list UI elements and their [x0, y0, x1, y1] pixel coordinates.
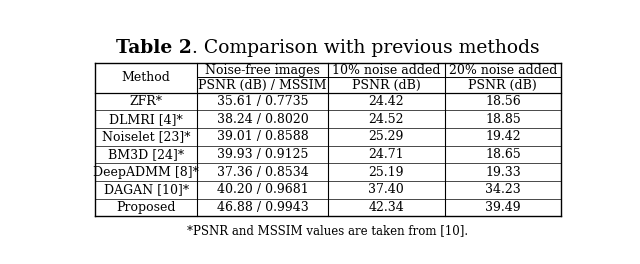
Text: 34.23: 34.23	[485, 183, 521, 196]
Text: PSNR (dB): PSNR (dB)	[468, 78, 537, 92]
Text: . Comparison with previous methods: . Comparison with previous methods	[192, 39, 540, 57]
Text: 20% noise added: 20% noise added	[449, 64, 557, 77]
Text: DAGAN [10]*: DAGAN [10]*	[104, 183, 189, 196]
Text: PSNR (dB) / MSSIM: PSNR (dB) / MSSIM	[198, 78, 327, 92]
Text: 37.36 / 0.8534: 37.36 / 0.8534	[217, 166, 308, 179]
Text: 39.93 / 0.9125: 39.93 / 0.9125	[217, 148, 308, 161]
Text: 19.33: 19.33	[485, 166, 521, 179]
Text: 38.24 / 0.8020: 38.24 / 0.8020	[217, 113, 308, 126]
Text: Method: Method	[122, 72, 171, 84]
Text: 24.52: 24.52	[369, 113, 404, 126]
Text: 24.42: 24.42	[369, 95, 404, 108]
Text: Proposed: Proposed	[116, 201, 176, 214]
Text: Noiselet [23]*: Noiselet [23]*	[102, 130, 191, 143]
Text: Noise-free images: Noise-free images	[205, 64, 320, 77]
Text: BM3D [24]*: BM3D [24]*	[108, 148, 184, 161]
Text: DeepADMM [8]*: DeepADMM [8]*	[93, 166, 199, 179]
Text: *PSNR and MSSIM values are taken from [10].: *PSNR and MSSIM values are taken from [1…	[188, 225, 468, 238]
Text: 18.56: 18.56	[485, 95, 521, 108]
Text: DLMRI [4]*: DLMRI [4]*	[109, 113, 183, 126]
Text: 10% noise added: 10% noise added	[332, 64, 440, 77]
Text: 39.49: 39.49	[485, 201, 521, 214]
Text: 24.71: 24.71	[369, 148, 404, 161]
Text: PSNR (dB): PSNR (dB)	[352, 78, 420, 92]
Text: 25.19: 25.19	[369, 166, 404, 179]
Text: 19.42: 19.42	[485, 130, 521, 143]
Text: 18.65: 18.65	[485, 148, 521, 161]
Text: ZFR*: ZFR*	[130, 95, 163, 108]
Text: 37.40: 37.40	[369, 183, 404, 196]
Text: 25.29: 25.29	[369, 130, 404, 143]
Text: 40.20 / 0.9681: 40.20 / 0.9681	[217, 183, 308, 196]
Text: 39.01 / 0.8588: 39.01 / 0.8588	[217, 130, 308, 143]
Text: Table 2: Table 2	[116, 39, 192, 57]
Text: 46.88 / 0.9943: 46.88 / 0.9943	[217, 201, 308, 214]
Text: 42.34: 42.34	[369, 201, 404, 214]
Text: 35.61 / 0.7735: 35.61 / 0.7735	[217, 95, 308, 108]
Text: 18.85: 18.85	[485, 113, 521, 126]
